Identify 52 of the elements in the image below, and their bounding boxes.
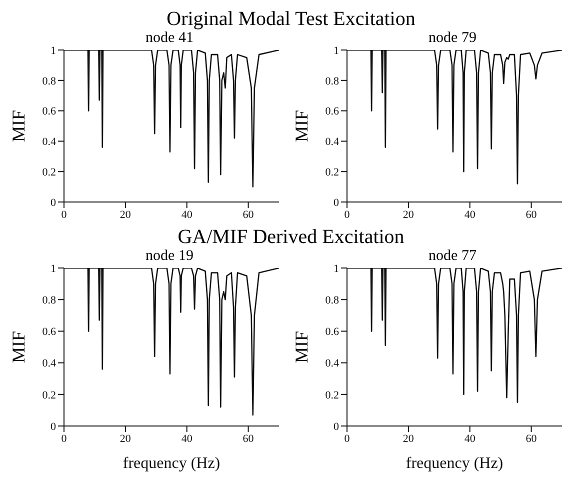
x-tick-label: 0 bbox=[61, 432, 68, 445]
y-tick-label: 0.2 bbox=[42, 389, 56, 402]
chart-title: node 77 bbox=[428, 248, 478, 264]
x-axis-title: frequency (Hz) bbox=[122, 455, 220, 472]
y-tick-label: 0 bbox=[50, 420, 56, 433]
y-tick-label: 0.4 bbox=[325, 358, 340, 370]
y-tick-label: 0 bbox=[334, 196, 340, 209]
x-tick-label: 60 bbox=[526, 432, 538, 445]
y-tick-label: 0.2 bbox=[325, 389, 339, 402]
y-tick-label: 0.8 bbox=[42, 75, 56, 88]
y-tick-label: 1 bbox=[334, 262, 339, 275]
y-tick-label: 0.4 bbox=[325, 136, 340, 148]
x-axis-title: frequency (Hz) bbox=[406, 455, 504, 472]
x-tick-label: 40 bbox=[181, 208, 193, 221]
x-tick-label: 60 bbox=[242, 432, 254, 445]
y-axis-title: MIF bbox=[291, 110, 312, 142]
y-tick-label: 1 bbox=[334, 44, 339, 57]
y-tick-label: 0.8 bbox=[42, 294, 56, 307]
x-tick-label: 20 bbox=[120, 208, 132, 221]
chart-title: node 79 bbox=[428, 30, 478, 46]
x-tick-label: 60 bbox=[242, 208, 254, 221]
y-tick-label: 0.4 bbox=[42, 136, 56, 148]
x-tick-label: 40 bbox=[464, 208, 476, 221]
y-tick-label: 0.6 bbox=[325, 106, 340, 118]
y-tick-label: 0.8 bbox=[325, 294, 340, 307]
text: Original Modal Test Excitation bbox=[166, 8, 416, 30]
chart-title: node 19 bbox=[144, 248, 194, 264]
x-tick-label: 0 bbox=[344, 432, 350, 445]
y-tick-label: 0.4 bbox=[42, 358, 56, 370]
y-axis-title: MIF bbox=[8, 110, 28, 142]
y-axis-title: MIF bbox=[8, 330, 28, 364]
x-tick-label: 20 bbox=[402, 432, 414, 445]
text: GA/MIF Derived Excitation bbox=[176, 226, 406, 248]
x-tick-label: 40 bbox=[464, 432, 476, 445]
y-tick-label: 1 bbox=[50, 262, 56, 275]
y-tick-label: 0 bbox=[334, 420, 340, 433]
y-tick-label: 0.2 bbox=[325, 166, 339, 179]
x-tick-label: 0 bbox=[61, 208, 68, 221]
x-tick-label: 20 bbox=[402, 208, 414, 221]
y-tick-label: 0.8 bbox=[325, 75, 340, 88]
x-tick-label: 20 bbox=[120, 432, 132, 445]
y-tick-label: 0 bbox=[50, 196, 56, 209]
x-tick-label: 0 bbox=[344, 208, 350, 221]
y-tick-label: 0.6 bbox=[325, 326, 340, 338]
x-tick-label: 60 bbox=[526, 208, 538, 221]
chart-title: node 41 bbox=[144, 30, 194, 46]
y-axis-title: MIF bbox=[291, 330, 312, 364]
y-tick-label: 0.6 bbox=[42, 106, 56, 118]
y-tick-label: 0.6 bbox=[42, 326, 56, 338]
y-tick-label: 1 bbox=[50, 44, 56, 57]
y-tick-label: 0.2 bbox=[42, 166, 56, 179]
x-tick-label: 40 bbox=[181, 432, 193, 445]
